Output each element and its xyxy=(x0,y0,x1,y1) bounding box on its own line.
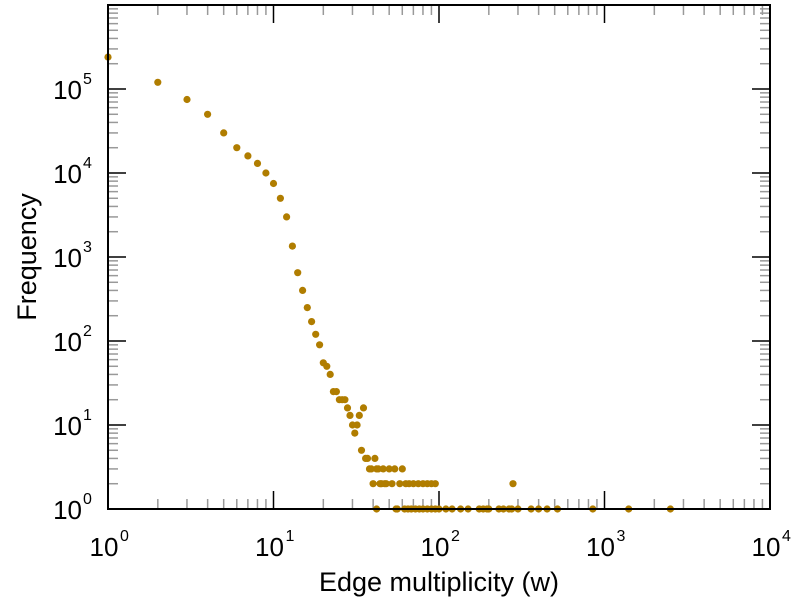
data-point xyxy=(346,411,354,419)
y-tick-label: 10 5 xyxy=(53,71,92,105)
data-point xyxy=(154,78,162,86)
data-point xyxy=(294,269,302,277)
x-tick-labels: 10 0 10 1 10 2 10 3 10 4 xyxy=(90,528,791,562)
data-point xyxy=(388,480,396,488)
x-tick-exponent: 2 xyxy=(451,528,460,545)
y-tick-exponent: 2 xyxy=(83,323,92,340)
data-point xyxy=(369,480,377,488)
x-tick-base: 10 xyxy=(586,532,615,562)
y-tick-base: 10 xyxy=(53,243,82,273)
data-point xyxy=(343,404,352,412)
y-tick-label: 10 0 xyxy=(53,491,92,525)
x-tick-base: 10 xyxy=(752,532,781,562)
data-point xyxy=(233,144,241,152)
data-point xyxy=(363,454,372,462)
data-point xyxy=(288,242,296,250)
data-point xyxy=(353,421,361,429)
data-point xyxy=(244,152,252,160)
x-tick-label: 10 0 xyxy=(90,528,129,562)
data-point xyxy=(283,213,291,221)
data-point xyxy=(276,194,284,202)
data-point xyxy=(341,396,349,404)
data-point xyxy=(385,465,393,473)
x-tick-label: 10 4 xyxy=(752,528,791,562)
x-axis-title: Edge multiplicity (w) xyxy=(319,567,559,597)
data-point xyxy=(262,169,270,177)
x-tick-exponent: 0 xyxy=(120,528,129,545)
x-tick-label: 10 2 xyxy=(421,528,460,562)
data-point xyxy=(509,480,517,488)
data-point xyxy=(220,129,228,137)
y-tick-exponent: 5 xyxy=(83,71,92,88)
data-point xyxy=(351,429,359,437)
data-point xyxy=(379,465,387,473)
data-point xyxy=(431,480,439,488)
data-points xyxy=(104,53,675,513)
data-point xyxy=(332,388,340,396)
plot-frame xyxy=(107,4,771,510)
data-point xyxy=(312,330,320,338)
x-tick-base: 10 xyxy=(421,532,450,562)
data-point xyxy=(355,411,363,419)
y-tick-exponent: 1 xyxy=(83,407,92,424)
minor-ticks xyxy=(108,5,770,509)
y-tick-label: 10 3 xyxy=(53,239,92,273)
x-tick-exponent: 3 xyxy=(617,528,626,545)
x-tick-base: 10 xyxy=(255,532,284,562)
data-point xyxy=(308,318,316,326)
data-point xyxy=(396,480,404,488)
data-point xyxy=(323,362,331,370)
data-point xyxy=(391,465,399,473)
y-tick-label: 10 1 xyxy=(53,407,92,441)
y-tick-base: 10 xyxy=(53,411,82,441)
data-point xyxy=(299,286,307,294)
x-tick-base: 10 xyxy=(90,532,119,562)
data-point xyxy=(371,454,379,462)
y-tick-base: 10 xyxy=(53,495,82,525)
y-tick-label: 10 2 xyxy=(53,323,92,357)
y-tick-label: 10 4 xyxy=(53,155,92,189)
data-point xyxy=(183,95,191,104)
data-point xyxy=(303,304,311,312)
data-point xyxy=(204,110,212,118)
y-tick-exponent: 4 xyxy=(83,155,92,172)
y-tick-exponent: 0 xyxy=(83,491,92,508)
data-point xyxy=(357,446,366,454)
data-point xyxy=(269,179,278,188)
x-tick-label: 10 3 xyxy=(586,528,625,562)
data-point xyxy=(367,465,375,473)
data-point xyxy=(359,404,368,412)
major-ticks xyxy=(107,4,771,510)
x-tick-label: 10 1 xyxy=(255,528,294,562)
x-tick-exponent: 1 xyxy=(286,528,295,545)
y-tick-base: 10 xyxy=(53,327,82,357)
data-point xyxy=(398,465,406,473)
y-tick-base: 10 xyxy=(53,75,82,105)
y-tick-exponent: 3 xyxy=(83,239,92,256)
y-tick-base: 10 xyxy=(53,159,82,189)
data-point xyxy=(316,341,324,349)
y-axis-title: Frequency xyxy=(12,193,42,321)
data-point xyxy=(382,480,390,488)
data-point xyxy=(326,370,334,378)
x-tick-exponent: 4 xyxy=(782,528,791,545)
data-point xyxy=(253,159,262,167)
